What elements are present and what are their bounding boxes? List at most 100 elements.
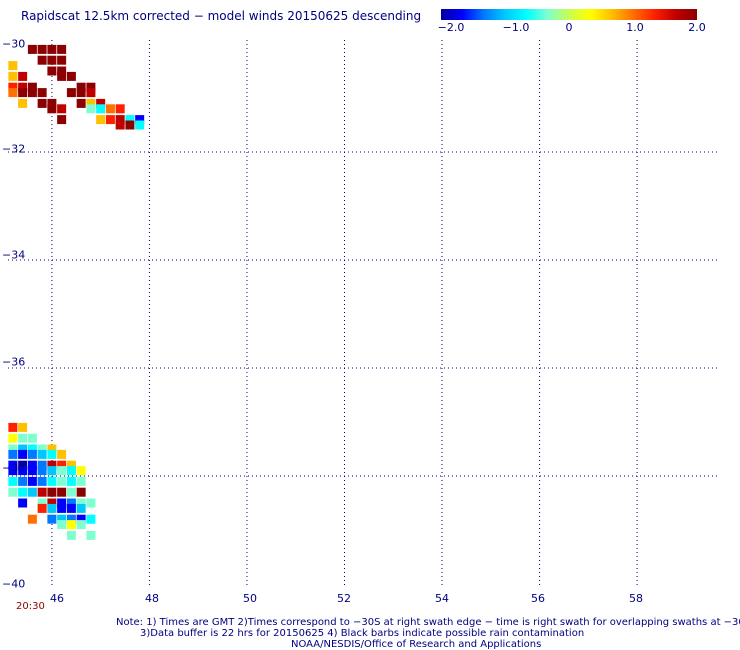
wind-cell	[37, 498, 47, 508]
wind-cell	[8, 88, 18, 98]
note-line-1: Note: 1) Times are GMT 2)Times correspon…	[116, 617, 740, 628]
wind-cell	[125, 115, 135, 125]
wind-cell	[18, 460, 28, 470]
note-line-2: 3)Data buffer is 22 hrs for 20150625 4) …	[140, 628, 585, 639]
wind-cell	[66, 487, 76, 497]
wind-cell	[57, 71, 67, 81]
wind-cell	[18, 476, 28, 486]
wind-cell	[66, 460, 76, 470]
note-credit: NOAA/NESDIS/Office of Research and Appli…	[291, 639, 542, 650]
lon-label: 52	[337, 592, 351, 605]
colorbar-tick-label: −2.0	[437, 21, 465, 34]
wind-cell	[8, 61, 18, 71]
wind-cell	[76, 88, 86, 98]
wind-cell	[57, 104, 67, 114]
wind-cell	[86, 98, 96, 108]
wind-cell	[8, 449, 18, 459]
lat-label: −38	[2, 461, 26, 475]
wind-cell	[125, 120, 135, 130]
wind-cell	[18, 88, 28, 98]
wind-cell	[27, 466, 37, 476]
wind-cell	[57, 514, 67, 524]
wind-cell	[115, 115, 125, 125]
wind-cell	[47, 503, 57, 513]
wind-cell	[66, 514, 76, 524]
wind-cell	[47, 487, 57, 497]
wind-cell	[47, 460, 57, 470]
wind-cell	[18, 466, 28, 476]
wind-cell	[8, 476, 18, 486]
wind-cell	[57, 498, 67, 508]
wind-cell	[47, 449, 57, 459]
lon-label: 56	[531, 592, 545, 605]
wind-cell	[8, 466, 18, 476]
wind-cell	[27, 88, 37, 98]
wind-cell	[86, 514, 96, 524]
lon-label: 50	[243, 592, 257, 605]
wind-cell	[76, 520, 86, 530]
wind-cell	[27, 476, 37, 486]
wind-cell	[76, 466, 86, 476]
wind-cell	[18, 498, 28, 508]
wind-cell	[37, 487, 47, 497]
wind-cell	[86, 530, 96, 540]
wind-cell	[57, 449, 67, 459]
wind-cell	[37, 98, 47, 108]
wind-cell	[66, 88, 76, 98]
swath-time-label: 20:30	[16, 601, 45, 612]
wind-cell	[86, 498, 96, 508]
wind-cell	[57, 44, 67, 54]
wind-cell	[47, 476, 57, 486]
wind-cell	[66, 466, 76, 476]
wind-cell	[37, 503, 47, 513]
lat-label: −30	[2, 37, 26, 51]
wind-cell	[57, 487, 67, 497]
wind-cell	[105, 115, 115, 125]
wind-cell	[37, 88, 47, 98]
wind-cell	[57, 476, 67, 486]
wind-cell	[57, 466, 67, 476]
wind-cell	[8, 433, 18, 443]
wind-cell	[76, 98, 86, 108]
wind-cell	[8, 487, 18, 497]
wind-cell	[57, 520, 67, 530]
wind-cell	[47, 55, 57, 65]
wind-cell	[57, 460, 67, 470]
wind-cell	[76, 503, 86, 513]
wind-cell	[135, 115, 145, 125]
wind-cells	[8, 44, 145, 540]
lat-label: −34	[2, 248, 26, 262]
lon-label: 58	[629, 592, 643, 605]
wind-cell	[66, 520, 76, 530]
wind-cell	[57, 115, 67, 125]
map-title: Rapidscat 12.5km corrected − model winds…	[21, 9, 422, 23]
wind-cell	[27, 444, 37, 454]
wind-cell	[47, 514, 57, 524]
lat-label: −32	[2, 142, 26, 156]
wind-cell	[76, 487, 86, 497]
wind-cell	[18, 422, 28, 432]
wind-cell	[18, 444, 28, 454]
wind-cell	[27, 514, 37, 524]
wind-cell	[37, 449, 47, 459]
wind-cell	[27, 460, 37, 470]
wind-cell	[8, 422, 18, 432]
lat-label: −40	[2, 577, 26, 591]
wind-cell	[37, 476, 47, 486]
lat-label: −36	[2, 355, 26, 369]
wind-cell	[37, 466, 47, 476]
wind-cell	[115, 120, 125, 130]
wind-cell	[8, 82, 18, 92]
wind-cell	[47, 498, 57, 508]
wind-cell	[47, 444, 57, 454]
wind-cell	[37, 460, 47, 470]
wind-cell	[18, 433, 28, 443]
wind-cell	[76, 476, 86, 486]
wind-cell	[8, 71, 18, 81]
wind-cell	[57, 66, 67, 76]
wind-cell	[76, 82, 86, 92]
map-gridlines	[8, 40, 720, 588]
wind-cell	[47, 104, 57, 114]
wind-cell	[27, 449, 37, 459]
wind-cell	[76, 498, 86, 508]
